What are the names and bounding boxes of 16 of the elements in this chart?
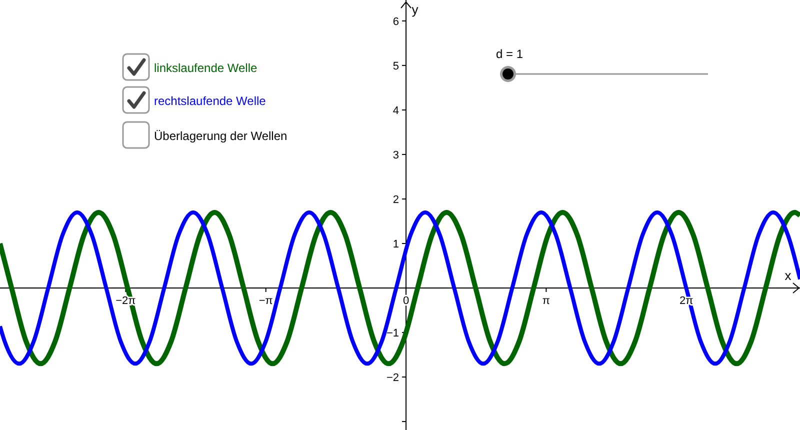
- annotation: d = 1: [496, 47, 524, 61]
- y-tick-label: 5: [392, 60, 400, 72]
- x-axis-title: x: [784, 268, 792, 283]
- y-tick-label: 1: [392, 238, 400, 250]
- y-tick-label: −1: [386, 328, 400, 340]
- x-tick-label: π: [542, 295, 550, 307]
- y-tick-label: 2: [392, 194, 400, 206]
- text: rechtslaufende Welle: [154, 94, 266, 108]
- y-tick-label: 3: [392, 149, 400, 162]
- y-tick-label: 4: [392, 104, 400, 117]
- y-axis-title: y: [412, 2, 419, 17]
- annotation: Überlagerung der Wellen: [154, 129, 288, 143]
- y-tick-label: −2: [386, 372, 400, 384]
- x-tick-label: −π: [258, 295, 274, 307]
- y-tick-label: 6: [392, 16, 400, 28]
- text: linkslaufende Welle: [154, 61, 258, 75]
